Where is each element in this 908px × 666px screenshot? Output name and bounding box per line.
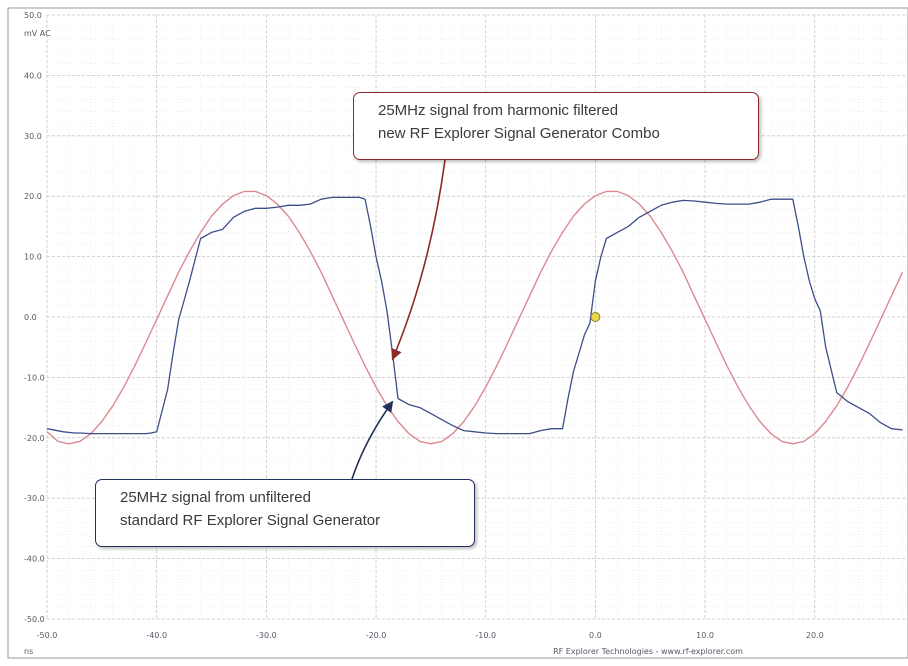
y-tick-label: -10.0 — [24, 373, 45, 382]
callout-filtered-line-2: new RF Explorer Signal Generator Combo — [378, 125, 660, 142]
y-tick-label: 10.0 — [24, 253, 42, 262]
origin-marker — [590, 312, 601, 322]
y-tick-label: -50.0 — [24, 615, 45, 624]
x-tick-label: -20.0 — [366, 631, 387, 640]
y-tick-label: -30.0 — [24, 494, 45, 503]
x-tick-label: -10.0 — [475, 631, 496, 640]
x-tick-label: 20.0 — [806, 631, 824, 640]
callout-unfiltered-line-2: standard RF Explorer Signal Generator — [120, 512, 381, 529]
y-axis-label-unit: mV AC — [24, 29, 51, 38]
arrow-filtered — [391, 159, 446, 361]
series-filtered-line — [46, 190, 904, 445]
x-tick-label: 10.0 — [696, 631, 714, 640]
series-unfiltered-line — [46, 196, 903, 435]
x-tick-label: -50.0 — [37, 631, 58, 640]
callout-unfiltered-signal: 25MHz signal from unfiltered standard RF… — [95, 479, 475, 547]
series-layer — [46, 190, 904, 445]
callout-unfiltered-line-1: 25MHz signal from unfiltered — [120, 489, 311, 506]
y-tick-label: 0.0 — [24, 313, 37, 322]
annotation-arrows — [351, 159, 446, 480]
y-tick-label: 20.0 — [24, 192, 42, 201]
arrow-unfiltered — [351, 400, 394, 480]
y-axis-tick-labels: 50.0 40.0 30.0 20.0 10.0 0.0 -10.0 -20.0 -30.0 -4… — [24, 11, 45, 624]
y-tick-label: 40.0 — [24, 71, 42, 80]
x-tick-label: -40.0 — [146, 631, 167, 640]
y-tick-label: 50.0 — [24, 11, 42, 20]
x-tick-label: -30.0 — [256, 631, 277, 640]
y-tick-label: -40.0 — [24, 555, 45, 564]
callout-filtered-line-1: 25MHz signal from harmonic filtered — [378, 102, 619, 119]
x-axis-label-unit: ns — [24, 647, 33, 656]
x-tick-label: 0.0 — [589, 631, 602, 640]
callout-filtered-signal: 25MHz signal from harmonic filtered new … — [353, 92, 759, 160]
grid-lines — [46, 14, 908, 620]
y-tick-label: -20.0 — [24, 434, 45, 443]
x-axis-tick-labels: -50.0 -40.0 -30.0 -20.0 -10.0 0.0 10.0 20.0 — [37, 631, 824, 640]
chart-footer: RF Explorer Technologies - www.rf-explor… — [553, 647, 743, 656]
y-tick-label: 30.0 — [24, 132, 42, 141]
